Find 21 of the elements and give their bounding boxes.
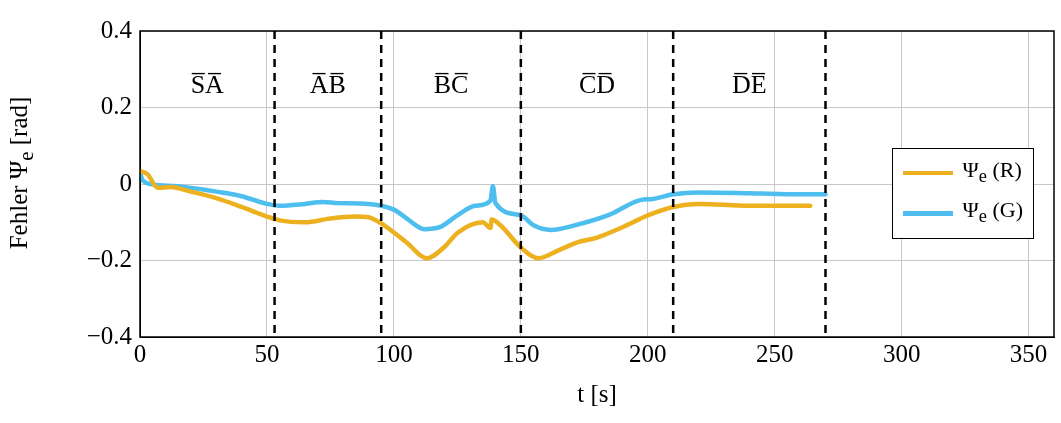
annotation: C̅D̅	[578, 69, 616, 99]
annotation: B̅C̅	[433, 69, 469, 99]
y-tick-label: 0.2	[100, 92, 132, 120]
x-axis-title: t [s]	[577, 380, 617, 408]
x-tick-label: 100	[375, 339, 413, 367]
x-tick-label: 250	[755, 339, 794, 367]
x-tick-label: 300	[882, 339, 921, 367]
annotation: S̅A̅	[190, 69, 225, 99]
y-tick-label: 0	[119, 168, 132, 196]
legend-label: Ψ$_{e}$ (G)	[962, 196, 1023, 229]
legend-label: Ψ$_{e}$ (R)	[962, 156, 1022, 189]
x-tick-label: 200	[629, 339, 667, 367]
x-tick-label: 350	[1009, 339, 1048, 367]
x-tick-label: 150	[502, 339, 540, 367]
x-tick-label: 50	[254, 339, 280, 367]
y-tick-label: 0.4	[100, 15, 133, 43]
line-series	[140, 168, 813, 261]
annotation: A̅B̅	[309, 69, 346, 99]
y-tick-label: −0.2	[86, 245, 132, 273]
annotation: D̅E̅	[732, 69, 767, 99]
y-tick-label: −0.4	[86, 321, 133, 349]
